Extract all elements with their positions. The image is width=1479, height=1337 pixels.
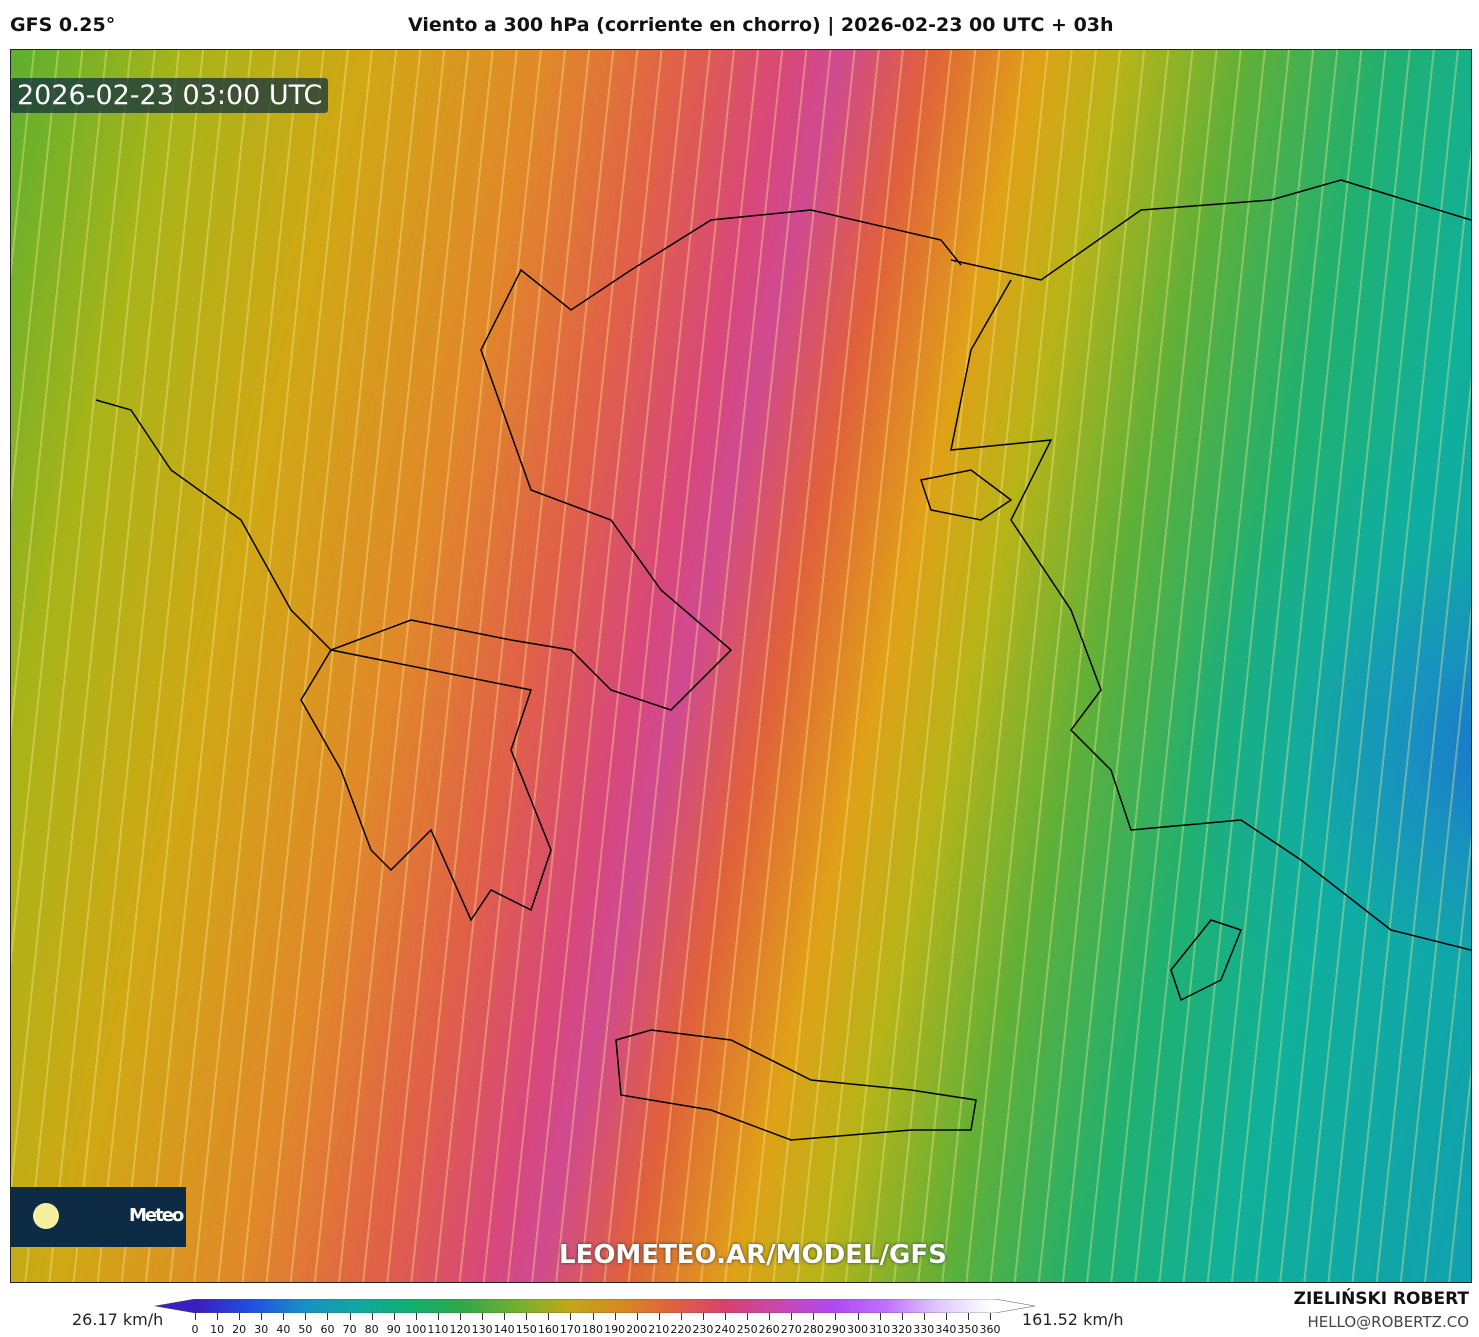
tick-mark [680,1313,682,1320]
tick-label: 320 [891,1323,913,1336]
tick-label: 90 [386,1323,401,1336]
tick-label: 200 [626,1323,648,1336]
tick-label: 10 [210,1323,225,1336]
peloponnese-outline [300,649,552,922]
tick-mark [636,1313,638,1320]
tick-label: 220 [670,1323,692,1336]
lesbos-outline [920,469,1013,521]
tick-mark [990,1313,991,1320]
crete-outline [615,1029,977,1141]
tick-mark [482,1313,484,1320]
tick-label: 150 [515,1323,537,1336]
wind-map[interactable]: 2026-02-23 03:00 UTC Meteo LEOMETEO.AR/M… [10,49,1472,1283]
tick-mark [967,1313,969,1320]
tick-label: 270 [780,1323,802,1336]
tick-mark [857,1313,859,1320]
tick-label: 70 [342,1323,357,1336]
tick-mark [327,1313,329,1320]
tick-mark [724,1313,726,1320]
tick-label: 360 [979,1323,1001,1336]
author-email[interactable]: HELLO@ROBERTZ.CO [1307,1313,1469,1331]
tick-mark [813,1313,815,1320]
tick-mark [923,1313,925,1320]
tick-label: 30 [254,1323,269,1336]
tick-mark [592,1313,594,1320]
tick-mark [283,1313,285,1320]
tick-mark [945,1313,947,1320]
tick-label: 300 [847,1323,868,1336]
tick-mark [769,1313,771,1320]
tick-label: 20 [232,1323,247,1336]
legend-min-label: 26.17 km/h [72,1310,164,1329]
tick-label: 0 [191,1323,199,1336]
tick-label: 80 [364,1323,379,1336]
tick-mark [791,1313,793,1320]
tick-label: 130 [471,1323,493,1336]
tick-label: 170 [559,1323,581,1336]
tick-mark [305,1313,307,1320]
tick-label: 340 [935,1323,957,1336]
tick-label: 140 [493,1323,515,1336]
tick-mark [261,1313,263,1320]
tick-mark [393,1313,395,1320]
tick-label: 350 [957,1323,979,1336]
tick-label: 210 [648,1323,670,1336]
logo-text: Meteo [129,1205,184,1226]
valid-time-stamp: 2026-02-23 03:00 UTC [11,78,329,113]
legend-max-label: 161.52 km/h [1022,1310,1124,1329]
sun-icon [33,1203,59,1229]
tick-mark [526,1313,528,1320]
tick-mark [548,1313,550,1320]
tick-mark [239,1313,241,1320]
model-label: GFS 0.25° [10,14,116,36]
tick-mark [217,1313,219,1320]
tick-mark [702,1313,704,1320]
tick-mark [349,1313,351,1320]
author-credit: ZIELIŃSKI ROBERT [1293,1289,1469,1309]
tick-label: 330 [913,1323,935,1336]
tick-mark [901,1313,903,1320]
tick-mark [437,1313,439,1320]
meteo-logo[interactable]: Meteo [11,1187,186,1247]
streamlines [11,50,1471,1282]
tick-mark [415,1313,417,1320]
coastlines [95,179,1471,1141]
tick-label: 180 [582,1323,603,1336]
map-title: Viento a 300 hPa (corriente en chorro) |… [408,14,1114,36]
tick-mark [195,1313,196,1320]
greece-mainland-outline [95,209,962,711]
tick-label: 50 [298,1323,313,1336]
tick-label: 250 [736,1323,758,1336]
tick-label: 280 [802,1323,824,1336]
tick-label: 40 [276,1323,291,1336]
tick-label: 60 [320,1323,335,1336]
tick-mark [879,1313,881,1320]
tick-mark [747,1313,749,1320]
tick-label: 260 [758,1323,780,1336]
tick-label: 230 [692,1323,714,1336]
tick-mark [459,1313,461,1320]
tick-label: 190 [604,1323,626,1336]
colorbar-ticks: 0 10 20 30 40 50 60 70 80 90 100 110 120 130 140 150 160… [191,1313,1001,1337]
tick-mark [504,1313,506,1320]
tick-mark [371,1313,373,1320]
tick-label: 120 [449,1323,471,1336]
tick-mark [658,1313,660,1320]
rhodes-outline [1170,919,1242,1002]
colorbar [155,1299,1035,1313]
tick-label: 310 [869,1323,891,1336]
tick-label: 240 [714,1323,736,1336]
tick-mark [614,1313,616,1320]
tick-label: 100 [405,1323,427,1336]
tick-mark [835,1313,837,1320]
tick-mark [570,1313,572,1320]
tick-label: 290 [824,1323,846,1336]
tick-label: 110 [427,1323,449,1336]
turkey-coast-outline [950,179,1471,951]
tick-label: 160 [537,1323,559,1336]
watermark: LEOMETEO.AR/MODEL/GFS [559,1240,947,1270]
